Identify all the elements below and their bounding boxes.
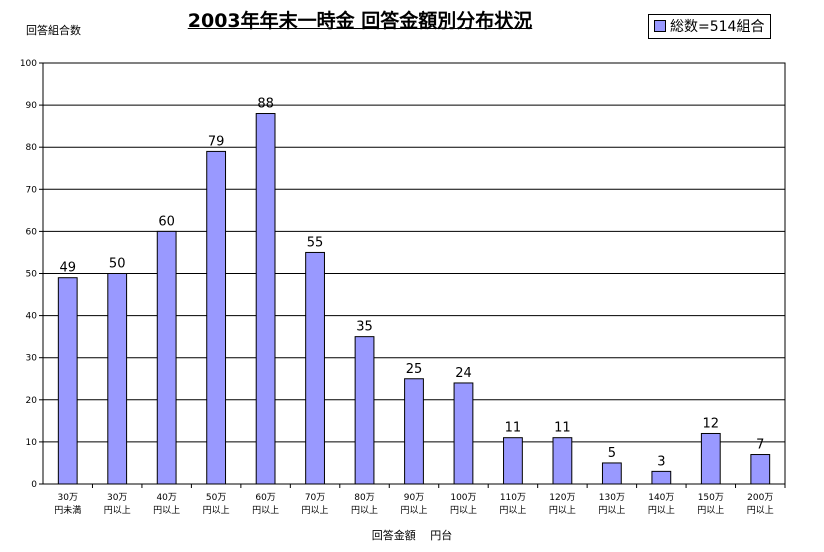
y-tick-label: 30: [26, 354, 38, 364]
y-axis-label: 回答組合数: [26, 24, 81, 37]
bar: [156, 230, 177, 485]
x-tick-label: 円以上: [400, 505, 427, 516]
x-tick-label: 130万: [599, 493, 625, 503]
bar-value-label: 88: [257, 97, 274, 112]
x-tick-label: 150万: [698, 493, 724, 503]
x-tick-label: 円以上: [450, 505, 477, 516]
bar: [255, 113, 276, 485]
x-tick-label: 30万: [107, 493, 127, 503]
x-tick-label: 50万: [206, 493, 226, 503]
bar: [57, 277, 78, 485]
x-axis-label: 回答金額 円台: [371, 529, 453, 542]
x-tick-label: 円以上: [252, 505, 279, 516]
x-tick-label: 円以上: [153, 505, 180, 516]
bar: [651, 470, 672, 485]
legend-label: 総数=514組合: [670, 19, 765, 35]
bar: [305, 251, 325, 485]
x-tick-label: 120万: [549, 493, 575, 503]
bar-value-label: 55: [307, 235, 324, 250]
chart-title: 2003年年末一時金 回答金額別分布状況: [187, 10, 533, 32]
x-tick-label: 80万: [354, 493, 374, 503]
bar: [354, 336, 375, 485]
legend-swatch: [654, 20, 666, 32]
y-tick-label: 0: [31, 480, 37, 490]
bar: [750, 454, 771, 485]
bar: [503, 437, 523, 485]
y-tick-label: 80: [26, 143, 38, 153]
x-tick-label: 円以上: [648, 505, 675, 516]
x-tick-label: 30万: [58, 493, 78, 503]
x-tick-label: 200万: [747, 493, 773, 503]
x-tick-label: 円以上: [499, 505, 526, 516]
bar-value-label: 7: [756, 438, 764, 453]
bar: [404, 378, 424, 485]
x-tick-label: 100万: [450, 493, 476, 503]
bar: [453, 382, 474, 485]
x-tick-label: 円未満: [54, 504, 81, 516]
y-tick-label: 10: [26, 438, 38, 448]
x-tick-label: 60万: [255, 493, 275, 503]
bar: [552, 437, 573, 485]
legend: 総数=514組合: [648, 14, 772, 39]
x-tick-label: 140万: [648, 493, 674, 503]
x-tick-label: 110万: [500, 493, 526, 503]
x-tick-label: 円以上: [747, 505, 774, 516]
bar-value-label: 3: [657, 454, 665, 469]
bar-value-label: 11: [505, 421, 522, 436]
bar: [206, 150, 227, 485]
x-tick-label: 70万: [305, 493, 325, 503]
y-tick-label: 90: [26, 101, 38, 111]
bar-value-label: 25: [406, 362, 423, 377]
bar-value-label: 24: [455, 366, 472, 381]
x-tick-label: 円以上: [104, 505, 131, 516]
bar-value-label: 11: [554, 421, 571, 436]
y-tick-label: 70: [26, 185, 38, 195]
y-tick-label: 100: [20, 59, 37, 69]
y-tick-label: 20: [26, 396, 38, 406]
bar: [601, 462, 622, 485]
bar-value-label: 50: [109, 257, 126, 272]
x-tick-label: 40万: [156, 493, 176, 503]
x-tick-label: 円以上: [549, 505, 576, 516]
bar-value-label: 60: [158, 214, 175, 229]
bar-value-label: 5: [608, 446, 616, 461]
y-tick-label: 50: [26, 270, 38, 280]
bar: [107, 273, 128, 485]
x-tick-label: 円以上: [302, 505, 329, 516]
bar-value-label: 12: [703, 416, 720, 431]
bar-value-label: 79: [208, 134, 225, 149]
x-tick-label: 円以上: [351, 505, 378, 516]
bar: [700, 432, 721, 485]
y-tick-label: 60: [26, 227, 38, 237]
x-tick-label: 円以上: [697, 505, 724, 516]
bar-value-label: 49: [59, 261, 76, 276]
y-tick-label: 40: [26, 312, 38, 322]
x-tick-label: 円以上: [203, 505, 230, 516]
bar-value-label: 35: [356, 320, 373, 335]
x-tick-label: 円以上: [598, 505, 625, 516]
x-tick-label: 90万: [404, 493, 424, 503]
